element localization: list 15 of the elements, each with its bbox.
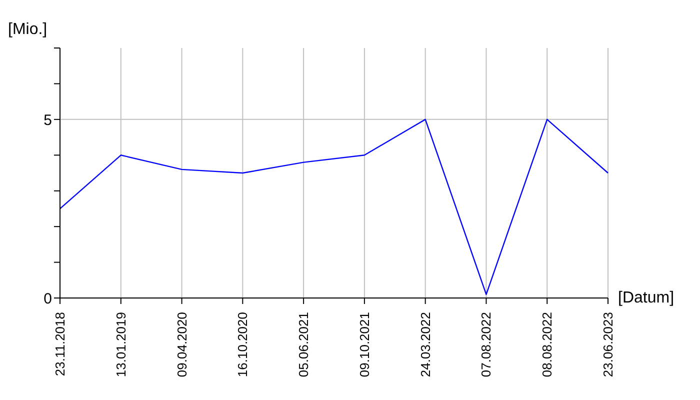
x-tick-label: 23.11.2018	[52, 312, 68, 376]
line-series	[59, 118, 609, 296]
x-tick-label: 16.10.2020	[235, 312, 250, 378]
y-tick-label: 0	[44, 290, 52, 308]
x-tick-label: 05.06.2021	[296, 312, 312, 378]
y-axis-title: [Mio.]	[8, 21, 48, 38]
x-tick-label: 24.03.2022	[418, 312, 433, 378]
x-tick-label: 23.06.2023	[600, 312, 616, 378]
x-tick-label: 07.08.2022	[478, 312, 494, 378]
y-tick-label: 5	[44, 112, 52, 129]
x-tick-label: 13.01.2019	[113, 312, 128, 378]
x-tick-label: 09.10.2021	[356, 312, 372, 378]
x-tick-label: 09.04.2020	[174, 312, 190, 378]
x-axis-title: [Datum]	[618, 290, 674, 306]
x-tick-label: 08.08.2022	[540, 312, 555, 378]
